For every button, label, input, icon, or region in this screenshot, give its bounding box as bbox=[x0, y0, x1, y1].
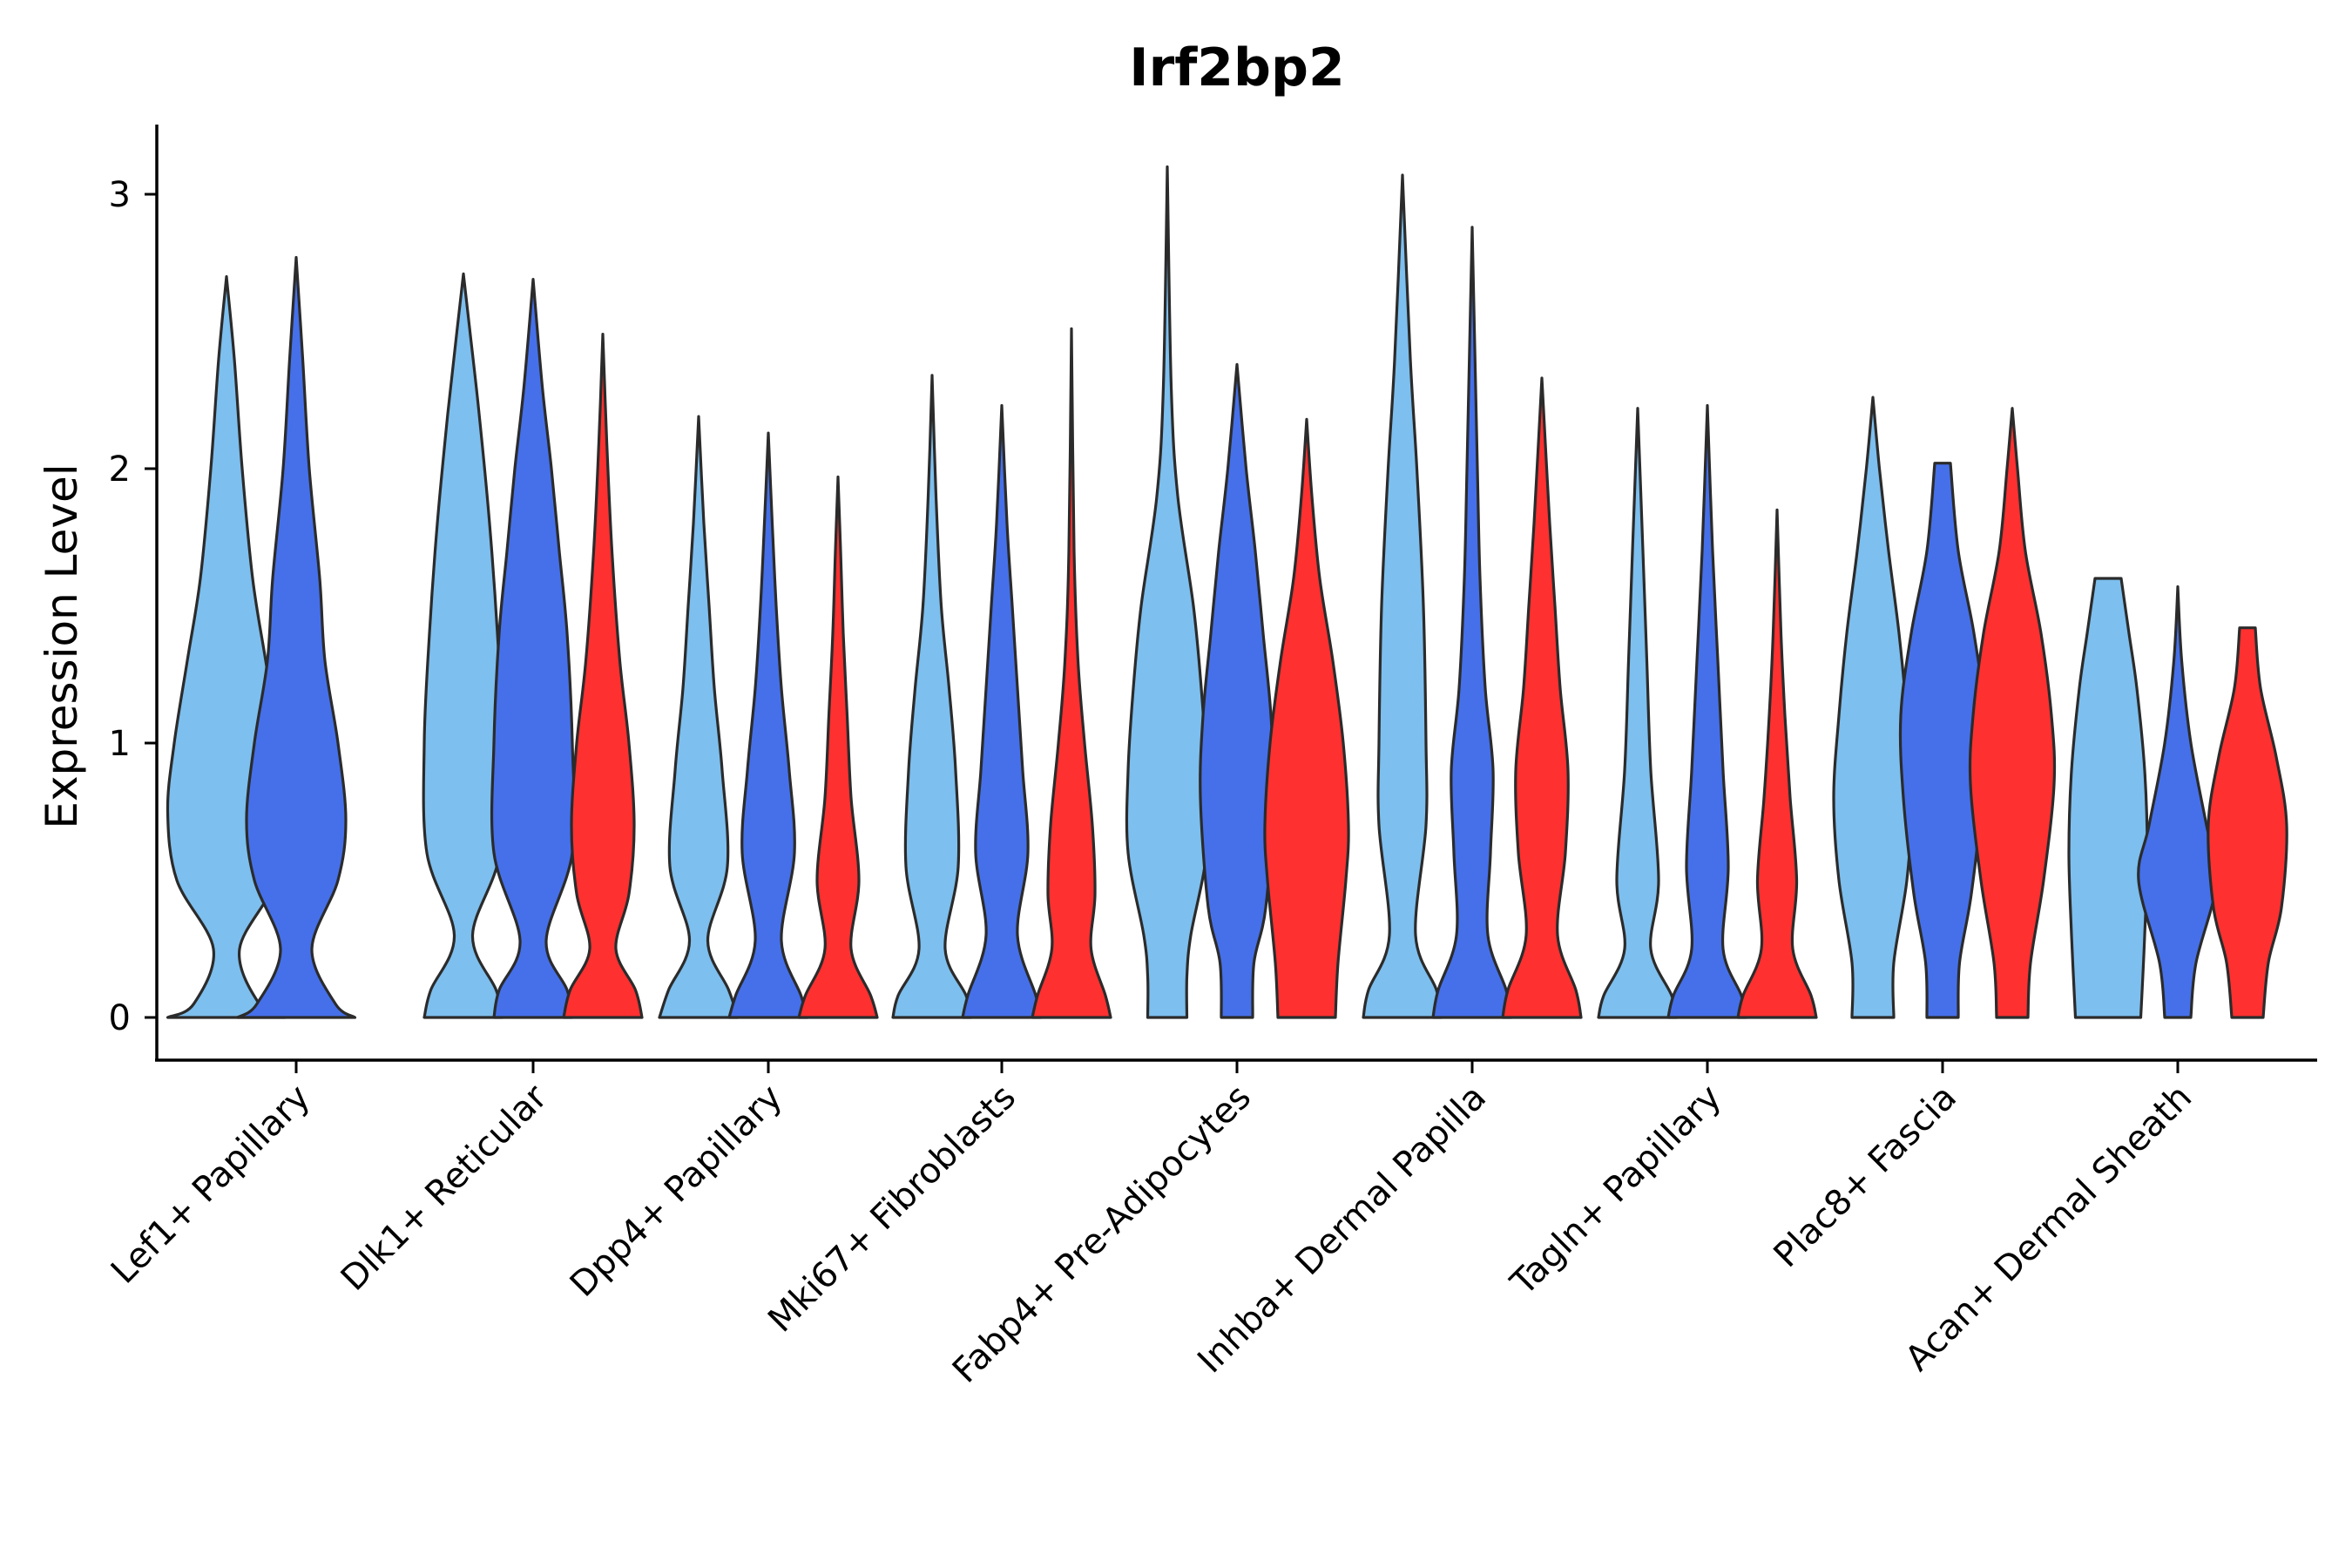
y-ticks: 0 1 2 3 bbox=[109, 175, 157, 1038]
violin-6-group-3 bbox=[1501, 376, 1583, 1019]
violin-2-group-2 bbox=[490, 278, 577, 1019]
violin-3-group-3 bbox=[797, 475, 879, 1019]
violin-9-group-1 bbox=[2067, 577, 2149, 1019]
violin-3-group-1 bbox=[658, 415, 740, 1019]
violin-9-group-2 bbox=[2137, 585, 2219, 1019]
y-axis-label: Expression Level bbox=[37, 463, 87, 828]
category-label: Tagln+ Papillary bbox=[1503, 1078, 1729, 1304]
violin-5-group-3 bbox=[1263, 417, 1350, 1019]
x-ticks: Lef1+ Papillary Dlk1+ Reticular Dpp4+ Papi… bbox=[104, 1060, 2200, 1391]
category-label: Dlk1+ Reticular bbox=[334, 1077, 556, 1299]
violin-6-group-1 bbox=[1362, 173, 1443, 1019]
category-label: Mki67+ Fibroblasts bbox=[760, 1078, 1024, 1341]
y-tick-label: 0 bbox=[109, 998, 131, 1038]
violin-7-group-3 bbox=[1736, 508, 1818, 1019]
violin-4-group-1 bbox=[891, 374, 973, 1019]
y-tick-label: 1 bbox=[109, 724, 131, 764]
violin-8-group-3 bbox=[1968, 407, 2057, 1019]
category-label: Plac8+ Fascia bbox=[1767, 1078, 1965, 1276]
violin-9-group-3 bbox=[2207, 626, 2288, 1019]
violin-3-group-2 bbox=[727, 431, 809, 1019]
chart-title: Irf2bp2 bbox=[1129, 37, 1344, 98]
category-label: Lef1+ Papillary bbox=[104, 1078, 318, 1292]
violin-7-group-2 bbox=[1666, 403, 1748, 1019]
violin-2-group-3 bbox=[562, 333, 644, 1019]
violin-1-group-2 bbox=[235, 255, 357, 1019]
violin-5-group-1 bbox=[1125, 165, 1210, 1019]
violin-6-group-2 bbox=[1431, 226, 1513, 1019]
violin-4-group-2 bbox=[961, 403, 1043, 1019]
violin-7-group-1 bbox=[1597, 407, 1679, 1019]
y-tick-label: 3 bbox=[109, 175, 131, 215]
violin-4-group-3 bbox=[1031, 327, 1112, 1019]
y-tick-label: 2 bbox=[109, 449, 131, 490]
violin-5-group-2 bbox=[1199, 362, 1275, 1019]
violin-2-group-1 bbox=[422, 272, 505, 1019]
violin-layer bbox=[166, 165, 2288, 1019]
category-label: Dpp4+ Papillary bbox=[563, 1078, 790, 1305]
